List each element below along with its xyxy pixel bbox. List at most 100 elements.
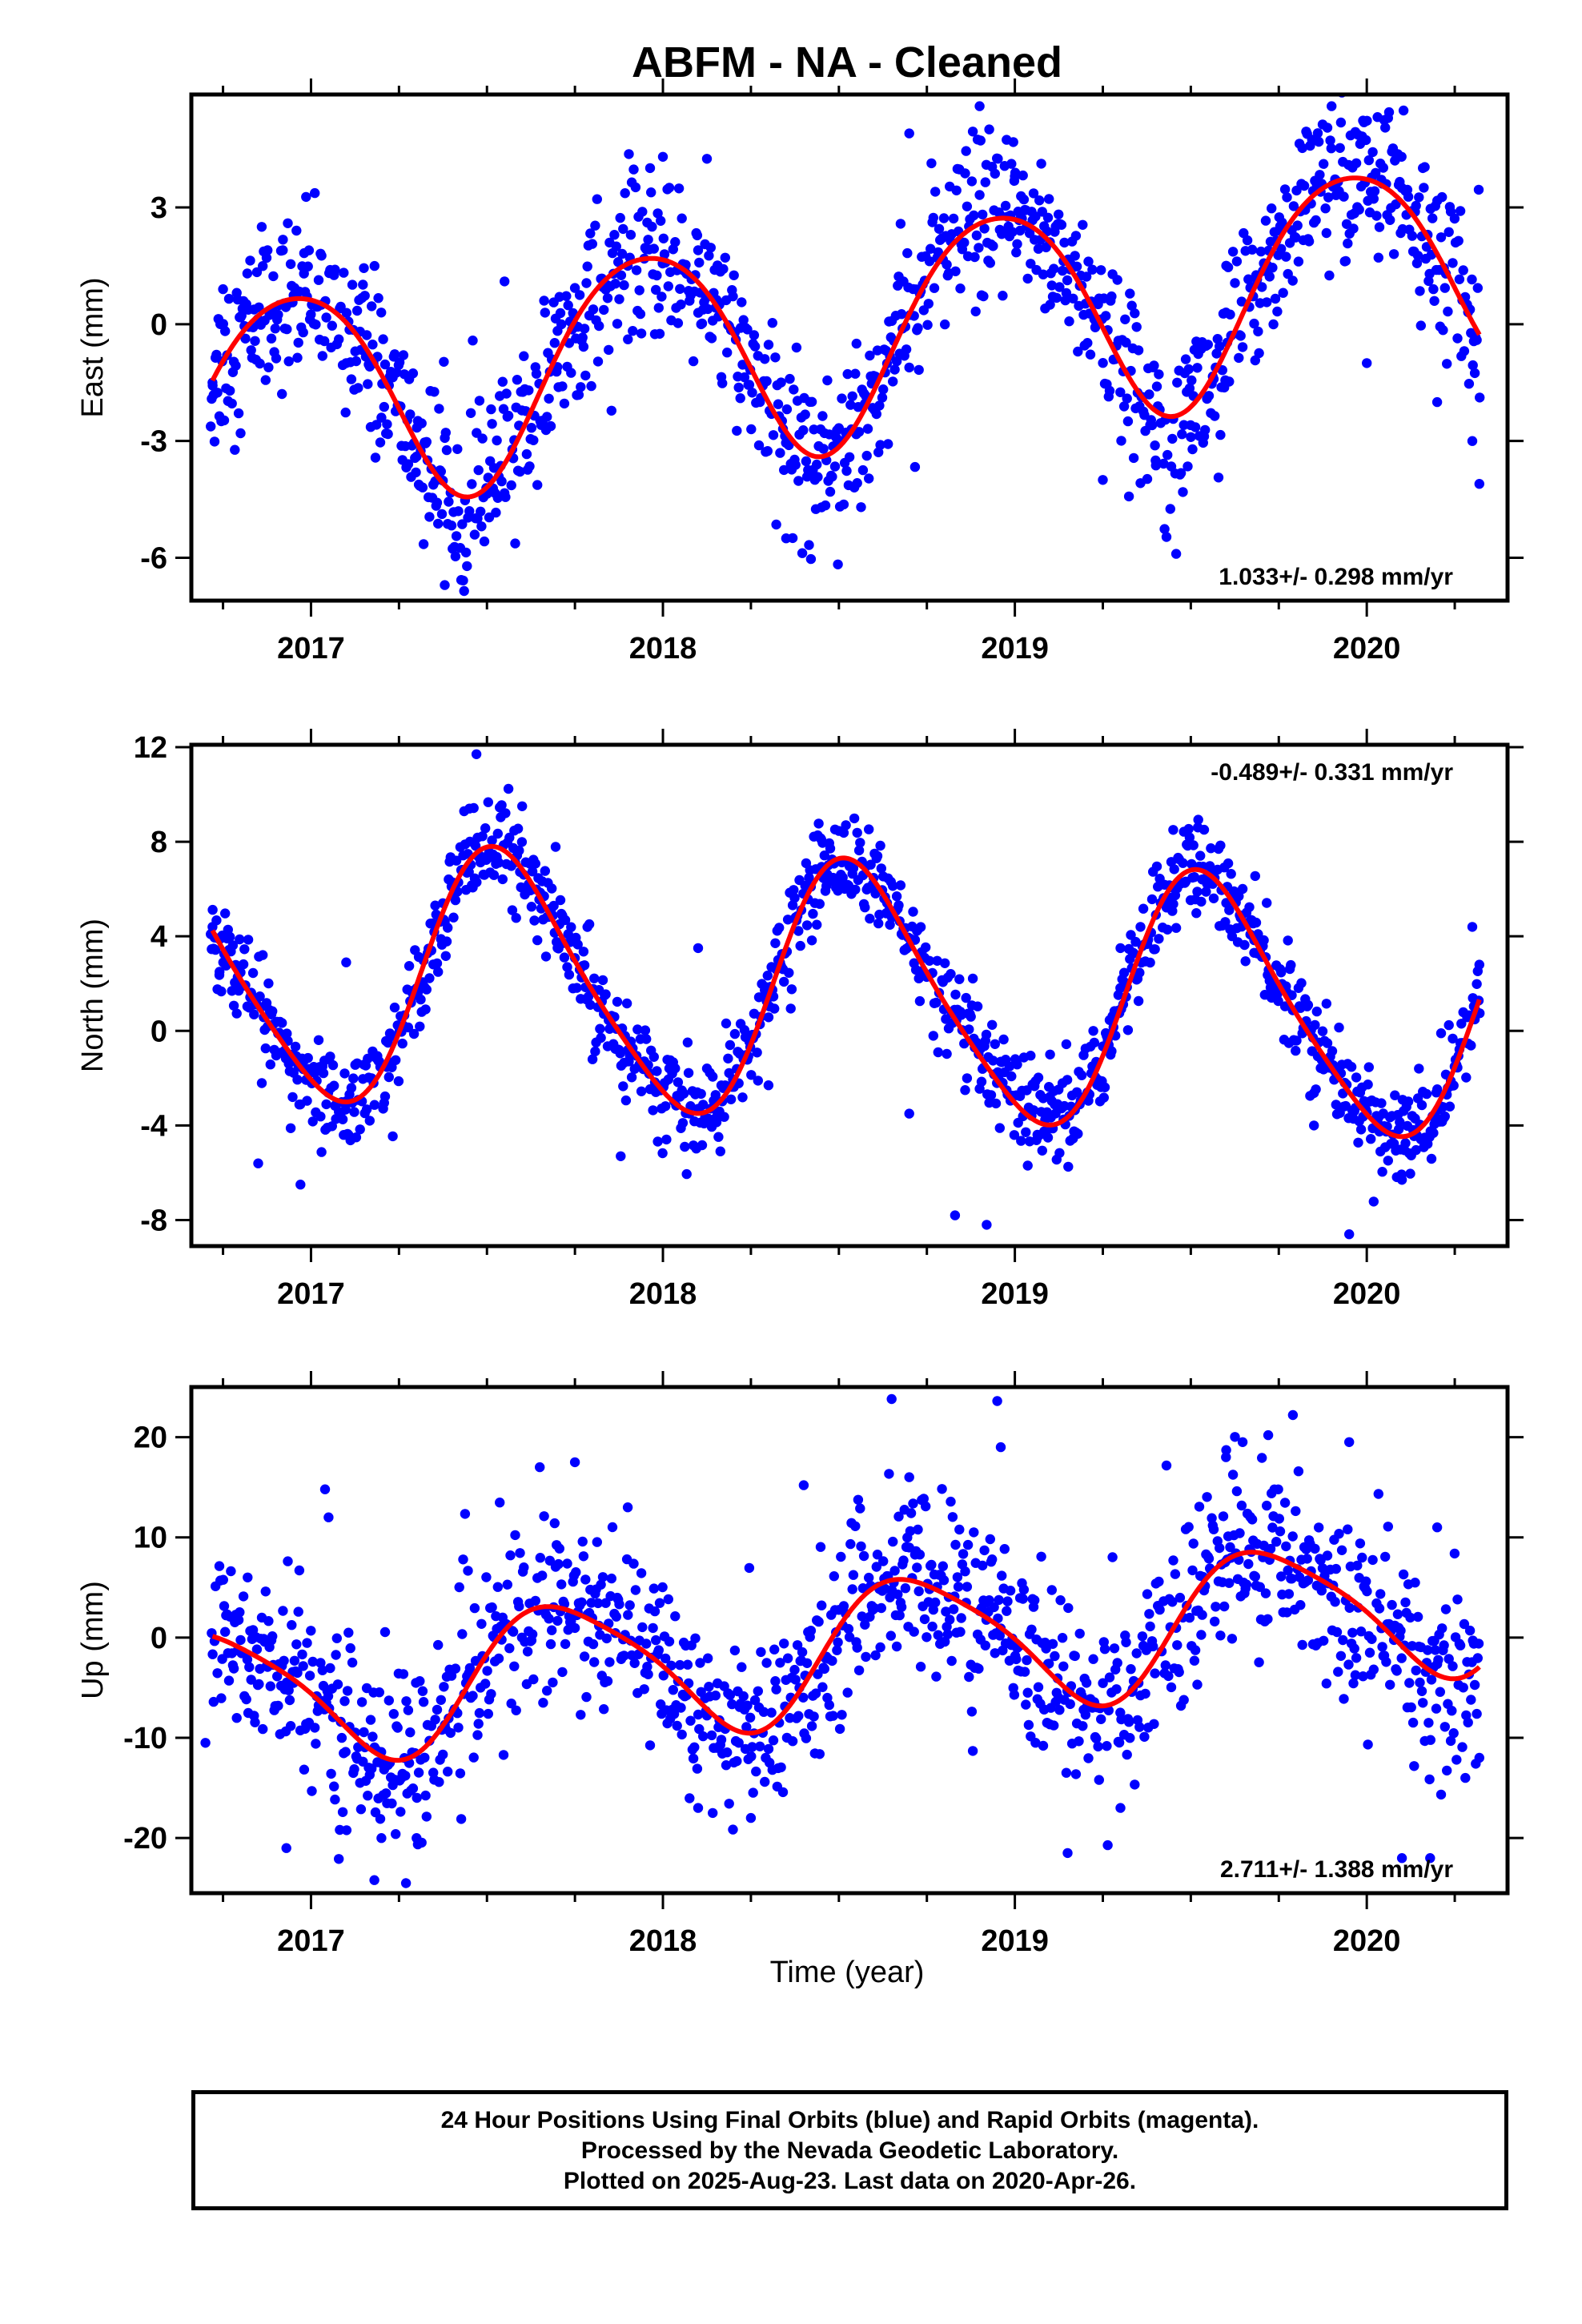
data-point [1191, 908, 1202, 919]
data-point [1344, 1602, 1355, 1614]
data-point [429, 387, 440, 397]
data-point [486, 1689, 496, 1699]
data-point [267, 1631, 278, 1642]
data-point [311, 1739, 321, 1749]
data-point [432, 1704, 443, 1715]
up-observation-points [200, 1393, 1485, 1888]
data-point [480, 1679, 491, 1689]
data-point [1275, 1526, 1286, 1537]
data-point [304, 1671, 315, 1681]
data-point [1101, 311, 1111, 321]
data-point [1151, 381, 1162, 392]
data-point [1435, 1028, 1447, 1039]
data-point [1074, 1628, 1085, 1639]
data-point [303, 1052, 313, 1063]
data-point [673, 318, 684, 328]
data-point [295, 1180, 306, 1190]
data-point [1183, 364, 1194, 375]
data-point [1237, 342, 1248, 352]
data-point [317, 1665, 327, 1675]
data-point [938, 1575, 950, 1586]
data-point [767, 318, 777, 328]
x-tick-label: 2017 [277, 632, 345, 665]
data-point [779, 1638, 789, 1649]
data-point [618, 1081, 628, 1092]
data-point [806, 396, 817, 407]
y-tick-label: 3 [151, 191, 167, 225]
data-point [403, 1705, 414, 1715]
x-tick-label: 2019 [981, 632, 1049, 665]
data-point [873, 918, 884, 929]
data-point [1061, 287, 1072, 299]
data-point [1283, 1565, 1293, 1576]
data-point [460, 1509, 471, 1519]
data-point [285, 259, 296, 269]
data-point [891, 1641, 902, 1652]
data-point [710, 1691, 721, 1701]
data-point [1311, 215, 1321, 226]
data-point [766, 1707, 777, 1718]
data-point [506, 480, 516, 491]
data-point [888, 1536, 898, 1547]
data-point [282, 324, 292, 335]
data-point [781, 533, 792, 544]
data-point [1192, 363, 1203, 373]
data-point [964, 1024, 974, 1035]
data-point [1146, 420, 1158, 431]
data-point [1042, 1132, 1054, 1143]
data-point [374, 1687, 384, 1698]
data-point [379, 359, 391, 370]
data-point [668, 1685, 678, 1695]
data-point [790, 460, 801, 470]
data-point [405, 409, 416, 420]
data-point [1400, 1597, 1411, 1608]
data-point [1081, 271, 1092, 282]
data-point [1291, 232, 1301, 243]
data-point [860, 1619, 870, 1630]
data-point [1435, 1789, 1447, 1800]
x-axis-label: Time (year) [770, 1956, 925, 1989]
data-point [915, 922, 926, 932]
data-point [440, 580, 450, 590]
data-point [464, 803, 475, 814]
data-point [527, 1629, 538, 1639]
data-point [487, 1602, 497, 1613]
data-point [893, 900, 904, 911]
data-point [1118, 401, 1130, 412]
data-point [614, 294, 624, 304]
data-point [415, 1021, 425, 1032]
data-point [1187, 444, 1198, 455]
data-point [818, 444, 829, 454]
data-point [701, 154, 713, 164]
data-point [576, 1710, 586, 1720]
data-point [1021, 1699, 1031, 1710]
data-point [1104, 1672, 1115, 1683]
data-point [1255, 1582, 1266, 1592]
data-point [1215, 1542, 1225, 1554]
data-point [661, 1134, 672, 1145]
data-point [758, 1707, 769, 1717]
data-point [1380, 123, 1391, 133]
y-tick-label: -3 [140, 425, 167, 459]
data-point [1055, 1595, 1066, 1606]
data-point [242, 268, 253, 279]
data-point [1022, 1160, 1033, 1171]
data-point [1447, 258, 1458, 268]
x-tick-label: 2018 [629, 1924, 697, 1958]
data-point [1437, 1623, 1447, 1634]
data-point [347, 1657, 358, 1668]
data-point [940, 319, 950, 330]
data-point [1263, 1429, 1274, 1441]
data-point [468, 1691, 478, 1701]
data-point [1419, 162, 1430, 172]
data-point [550, 842, 561, 852]
data-point [1237, 1437, 1248, 1448]
data-point [1391, 1666, 1402, 1676]
data-point [801, 1658, 813, 1668]
data-point [444, 497, 454, 507]
data-point [889, 364, 900, 375]
data-point [1010, 171, 1020, 182]
